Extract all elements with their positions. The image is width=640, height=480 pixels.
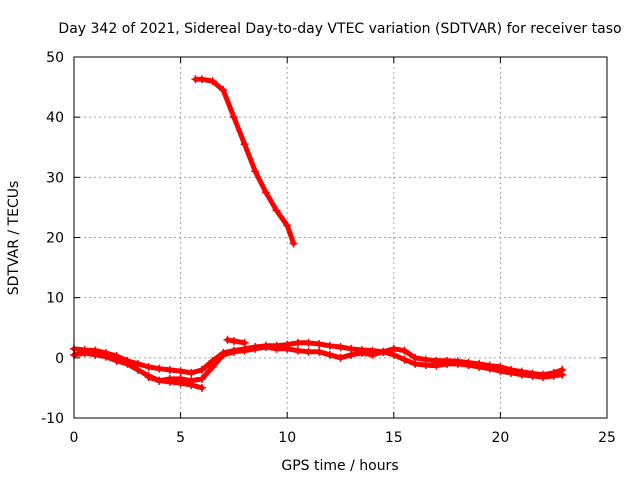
- data-point: [251, 344, 260, 353]
- data-point: [91, 350, 100, 359]
- data-point: [336, 343, 345, 352]
- data-point: [112, 356, 121, 365]
- data-point: [101, 352, 110, 361]
- data-point: [229, 336, 238, 345]
- data-point: [208, 77, 217, 86]
- data-point: [411, 359, 420, 368]
- data-point: [357, 349, 366, 358]
- data-point: [443, 359, 452, 368]
- data-point: [475, 362, 484, 371]
- data-point: [517, 370, 526, 379]
- data-point: [197, 383, 206, 392]
- data-point: [293, 346, 302, 355]
- data-point: [187, 380, 196, 389]
- data-point: [389, 350, 398, 359]
- data-point: [315, 339, 324, 348]
- x-tick-label: 5: [176, 430, 185, 446]
- y-tick-label: 40: [46, 110, 64, 126]
- data-point: [304, 338, 313, 347]
- data-point: [539, 373, 548, 382]
- data-point: [347, 350, 356, 359]
- data-point: [289, 239, 298, 248]
- axis-ticks: 0 5 10 15 20 25 -10 0 10 20 30 40 50: [41, 50, 616, 446]
- data-point: [400, 346, 409, 355]
- data-point: [240, 346, 249, 355]
- y-tick-label: 50: [46, 50, 64, 66]
- data-point: [223, 335, 232, 344]
- series-line-high-arc: [193, 76, 297, 246]
- data-point: [464, 361, 473, 370]
- x-tick-label: 0: [70, 430, 79, 446]
- data-point: [208, 362, 217, 371]
- data-point: [283, 344, 292, 353]
- data-point: [144, 362, 153, 371]
- data-point: [165, 365, 174, 374]
- y-tick-label: -10: [41, 411, 64, 427]
- data-point: [240, 338, 249, 347]
- data-point: [133, 365, 142, 374]
- x-tick-label: 15: [385, 430, 403, 446]
- data-point: [325, 341, 334, 350]
- data-point: [240, 140, 249, 149]
- data-point: [496, 367, 505, 376]
- grid: [74, 57, 607, 418]
- data-point: [400, 355, 409, 364]
- x-axis-label: GPS time / hours: [281, 458, 398, 474]
- data-point: [453, 359, 462, 368]
- y-tick-label: 0: [55, 351, 64, 367]
- data-point: [176, 367, 185, 376]
- data-point: [219, 86, 228, 95]
- data-point: [432, 361, 441, 370]
- data-point: [549, 371, 558, 380]
- data-point: [197, 365, 206, 374]
- chart-title: Day 342 of 2021, Sidereal Day-to-day VTE…: [58, 21, 621, 37]
- data-point: [155, 376, 164, 385]
- data-point: [123, 359, 132, 368]
- data-point: [197, 75, 206, 84]
- data-point: [229, 347, 238, 356]
- data-point: [485, 364, 494, 373]
- data-point: [304, 347, 313, 356]
- x-tick-label: 10: [278, 430, 296, 446]
- data-point: [528, 371, 537, 380]
- data-point: [293, 338, 302, 347]
- data-point: [336, 353, 345, 362]
- data-point: [272, 344, 281, 353]
- data-point: [421, 361, 430, 370]
- data-point: [219, 350, 228, 359]
- data-point: [80, 349, 89, 358]
- y-axis-label: SDTVAR / TECUs: [6, 181, 22, 296]
- data-point: [155, 364, 164, 373]
- data-point: [261, 188, 270, 197]
- y-tick-label: 30: [46, 170, 64, 186]
- y-tick-label: 20: [46, 231, 64, 247]
- plot-area: [70, 75, 567, 392]
- data-point: [144, 373, 153, 382]
- data-point: [251, 167, 260, 176]
- x-tick-label: 20: [491, 430, 509, 446]
- data-point: [197, 374, 206, 383]
- data-point: [315, 347, 324, 356]
- data-point: [368, 350, 377, 359]
- y-tick-label: 10: [46, 291, 64, 307]
- data-point: [176, 379, 185, 388]
- data-point: [558, 370, 567, 379]
- data-point: [325, 350, 334, 359]
- x-tick-label: 25: [598, 430, 616, 446]
- data-point: [187, 368, 196, 377]
- data-point: [379, 347, 388, 356]
- data-point: [261, 343, 270, 352]
- data-point: [229, 113, 238, 122]
- data-point: [283, 221, 292, 230]
- data-point: [272, 206, 281, 215]
- data-point: [165, 377, 174, 386]
- data-point: [507, 368, 516, 377]
